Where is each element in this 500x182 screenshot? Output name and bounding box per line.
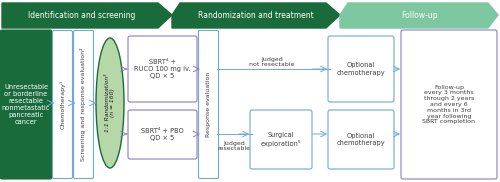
FancyBboxPatch shape xyxy=(52,31,72,179)
FancyBboxPatch shape xyxy=(0,30,52,179)
FancyBboxPatch shape xyxy=(328,36,394,102)
FancyBboxPatch shape xyxy=(128,36,197,102)
Text: Optional
chemotherapy: Optional chemotherapy xyxy=(336,133,386,146)
FancyBboxPatch shape xyxy=(128,110,197,159)
Text: SBRT⁴ +
RUCO 100 mg iv.
QD × 5: SBRT⁴ + RUCO 100 mg iv. QD × 5 xyxy=(134,59,191,79)
Text: SBRT⁴ + PBO
QD × 5: SBRT⁴ + PBO QD × 5 xyxy=(141,128,184,141)
Text: Unresectable
or borderline
resectable
nonmetastatic
pancreatic
cancer: Unresectable or borderline resectable no… xyxy=(2,84,50,125)
Text: Optional
chemotherapy: Optional chemotherapy xyxy=(336,62,386,76)
Text: Follow-up: Follow-up xyxy=(402,11,438,20)
FancyBboxPatch shape xyxy=(401,30,497,179)
Text: Identification and screening: Identification and screening xyxy=(28,11,136,20)
FancyBboxPatch shape xyxy=(198,31,218,179)
Polygon shape xyxy=(172,3,340,28)
Text: 1:1 Randomization³
(n ≈ 160): 1:1 Randomization³ (n ≈ 160) xyxy=(104,74,116,132)
Polygon shape xyxy=(2,3,172,28)
Text: Follow-up
every 3 months
through 2 years
and every 6
months in 3rd
year followin: Follow-up every 3 months through 2 years… xyxy=(422,85,476,124)
FancyBboxPatch shape xyxy=(328,110,394,169)
FancyBboxPatch shape xyxy=(250,110,312,169)
Text: Judged
not resectable: Judged not resectable xyxy=(250,57,294,67)
Polygon shape xyxy=(340,3,498,28)
Ellipse shape xyxy=(96,38,124,168)
Text: Judged
resectable: Judged resectable xyxy=(218,141,250,151)
Text: Surgical
exploration⁵: Surgical exploration⁵ xyxy=(261,132,301,147)
FancyBboxPatch shape xyxy=(74,31,94,179)
Text: Chemotherapy¹: Chemotherapy¹ xyxy=(60,80,66,129)
Text: Randomization and treatment: Randomization and treatment xyxy=(198,11,314,20)
Text: Response evaluation: Response evaluation xyxy=(206,72,211,137)
Text: Screening and response evaluation²: Screening and response evaluation² xyxy=(80,48,86,161)
